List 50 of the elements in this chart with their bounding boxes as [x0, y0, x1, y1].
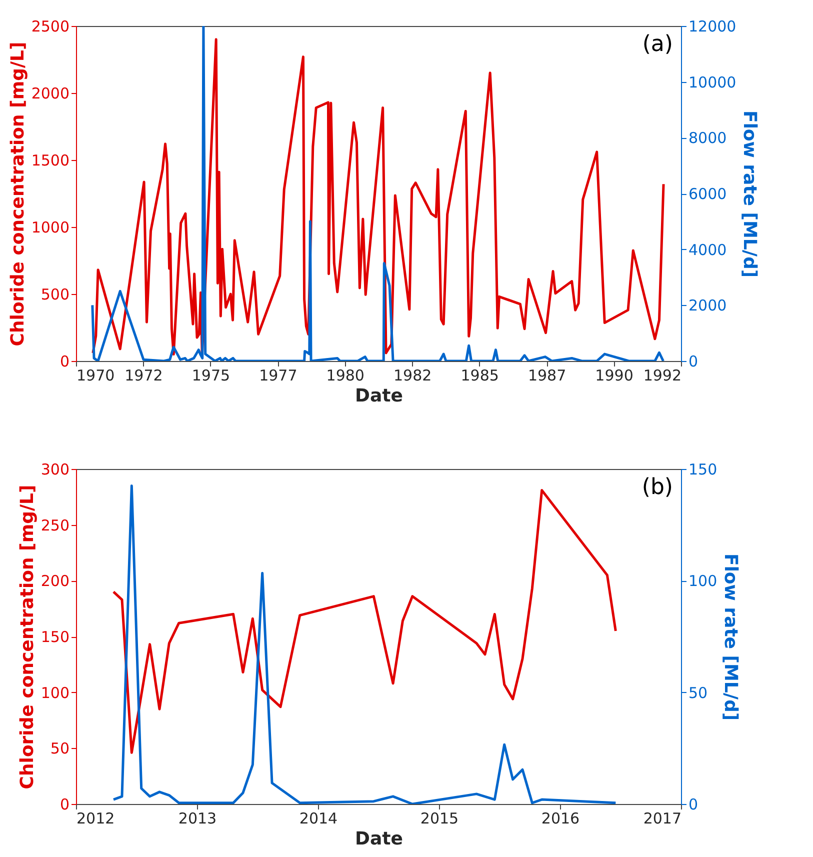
x-tick-label: 1975 [192, 366, 230, 384]
y2-tick-label: 100 [688, 572, 718, 590]
y-tick-label: 0 [60, 352, 70, 370]
line-series [112, 484, 617, 804]
x-tick-label: 2016 [541, 810, 580, 828]
y2-tick-label: 4000 [688, 240, 727, 259]
x-tick-label: 2015 [420, 810, 459, 828]
y2-tick-label: 10000 [688, 73, 736, 92]
x-tick-label: 1972 [124, 366, 163, 384]
y-tick-label: 250 [40, 516, 70, 534]
y2-tick-label: 8000 [688, 129, 727, 148]
x-tick-label: 1980 [326, 366, 364, 384]
y2-tick-label: 2000 [688, 296, 727, 315]
y-tick-label: 1000 [31, 218, 70, 236]
y2-axis-title: Flow rate [ML/d] [739, 110, 760, 278]
x-tick-label: 2012 [76, 810, 115, 828]
x-tick-label: 2013 [178, 810, 217, 828]
y2-tick-label: 0 [688, 796, 698, 814]
y-tick-label: 100 [40, 684, 70, 702]
y-tick-label: 150 [40, 628, 70, 646]
annotation: (b) [642, 475, 673, 500]
y2-tick-label: 50 [688, 684, 708, 702]
x-tick-label: 1977 [259, 366, 298, 384]
line-series [112, 488, 617, 754]
x-tick-label: 2014 [299, 810, 338, 828]
y2-tick-label: 0 [688, 352, 698, 370]
y-axis-title: Chloride concentration [mg/L] [16, 484, 38, 790]
y-tick-label: 200 [40, 572, 70, 590]
x-tick-label: 1985 [460, 366, 499, 384]
x-axis-title: Date [355, 828, 403, 850]
y-tick-label: 2500 [31, 18, 70, 36]
y2-axis-title: Flow rate [ML/d] [720, 553, 742, 721]
y2-tick-label: 150 [688, 460, 718, 478]
y-tick-label: 0 [60, 796, 70, 814]
x-axis-title: Date [355, 386, 403, 406]
annotation: (a) [642, 32, 673, 57]
x-tick-label: 2017 [643, 810, 682, 828]
y-tick-label: 50 [50, 740, 70, 758]
y-tick-label: 500 [40, 286, 70, 304]
y2-tick-label: 6000 [688, 185, 727, 203]
y2-tick-label: 12000 [688, 18, 736, 36]
x-tick-label: 1990 [595, 366, 634, 384]
y-axis-title: Chloride concentration [mg/L] [7, 42, 28, 346]
x-tick-label: 1970 [76, 366, 115, 384]
x-tick-label: 1982 [394, 366, 432, 384]
y-tick-label: 2000 [31, 84, 70, 102]
y-tick-label: 1500 [31, 152, 70, 170]
x-tick-label: 1992 [643, 366, 682, 384]
y-tick-label: 300 [40, 460, 70, 478]
x-tick-label: 1987 [528, 366, 566, 384]
